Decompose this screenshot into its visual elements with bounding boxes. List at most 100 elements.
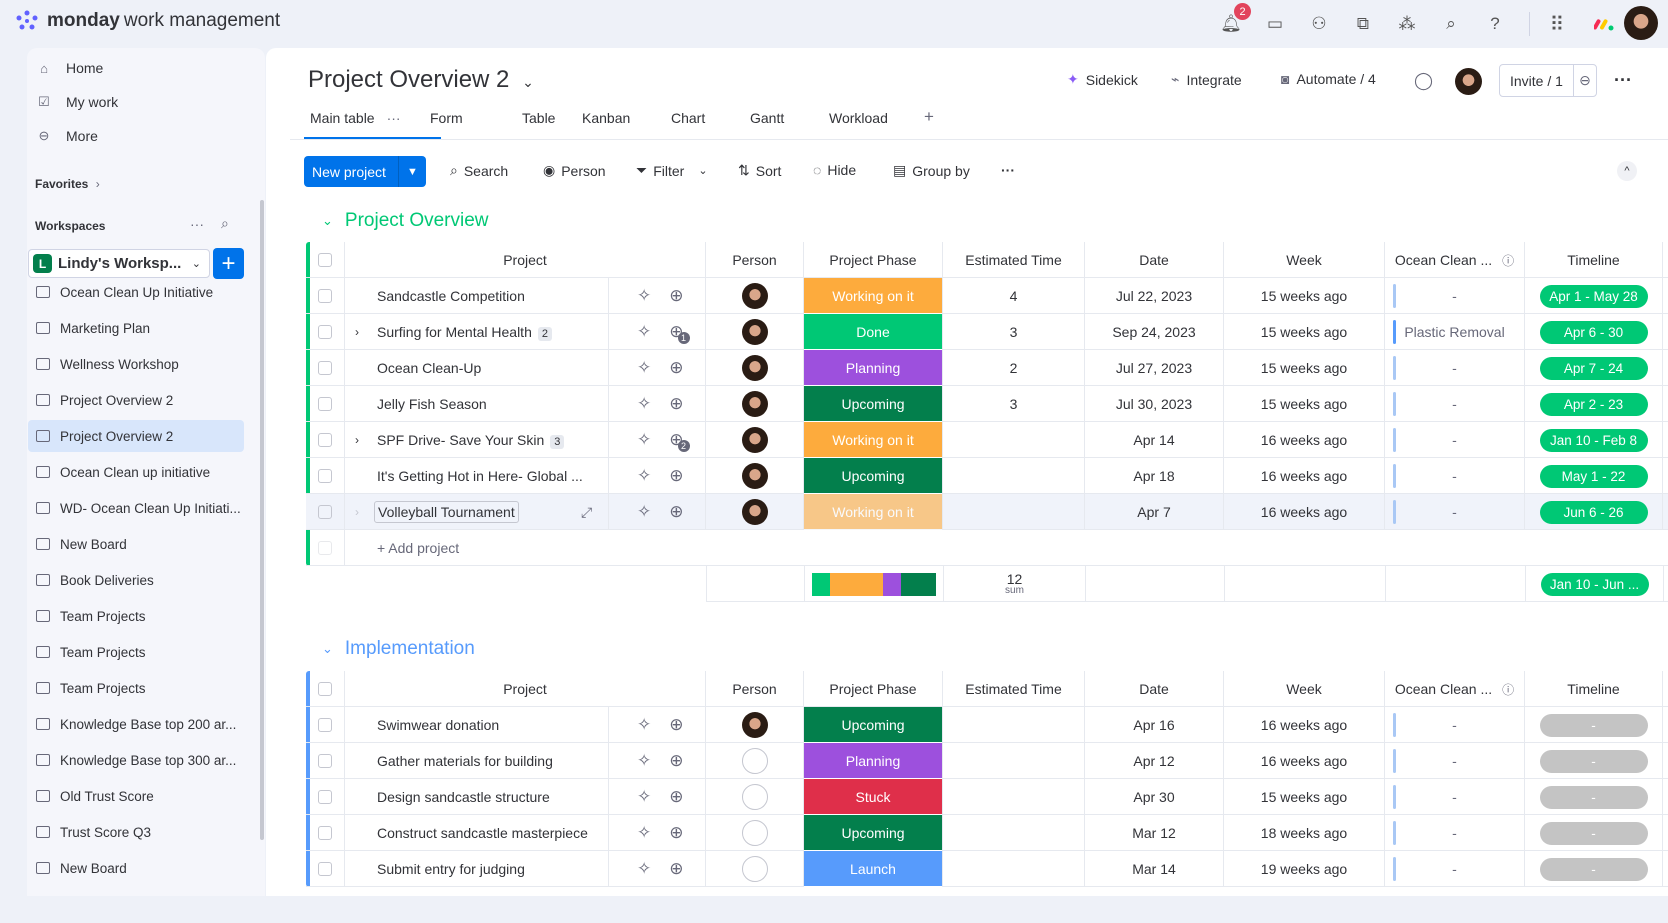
sidebar-board-item[interactable]: Ocean Clean up initiative — [28, 456, 244, 488]
chevron-down-icon[interactable]: ⌄ — [522, 74, 534, 90]
row-checkbox[interactable] — [318, 754, 332, 768]
sidebar-board-item[interactable]: Team Projects — [28, 636, 244, 668]
date-cell[interactable]: Mar 12 — [1085, 815, 1224, 851]
column-header[interactable]: Ocean Clean ... ⓘ — [1385, 671, 1525, 707]
status-cell[interactable]: Upcoming — [804, 458, 943, 494]
ai-sparkle-icon[interactable]: ✧ — [637, 823, 652, 842]
ai-sparkle-icon[interactable]: ✧ — [637, 859, 652, 878]
status-cell[interactable]: Working on it — [804, 278, 943, 314]
timeline-cell[interactable]: Apr 2 - 23 — [1525, 386, 1663, 422]
column-header[interactable]: Project Phase — [804, 671, 943, 707]
nav-home[interactable]: ⌂ Home — [36, 60, 103, 76]
project-cell[interactable]: Ocean Clean-Up ✧ ⊕ — [345, 350, 706, 386]
column-header[interactable]: Date — [1085, 671, 1224, 707]
sidebar-board-item[interactable]: Team Projects — [28, 600, 244, 632]
sidebar-board-item[interactable]: Wellness Workshop — [28, 348, 244, 380]
table-row[interactable]: Gather materials for building ✧ ⊕ Planning A… — [306, 743, 1668, 779]
person-cell[interactable] — [706, 707, 804, 743]
automate-button[interactable]: ◙ Automate / 4 — [1281, 71, 1376, 87]
sidebar-board-item[interactable]: Knowledge Base top 200 ar... — [28, 708, 244, 740]
ocean-clean-cell[interactable]: - — [1385, 422, 1525, 458]
bell-icon[interactable]: 🔔︎ 2 — [1219, 3, 1251, 36]
person-cell[interactable] — [706, 743, 804, 779]
select-all-checkbox[interactable] — [318, 253, 332, 267]
estimated-time-cell[interactable] — [943, 707, 1085, 743]
timeline-cell[interactable]: - — [1525, 815, 1663, 851]
link-icon[interactable]: ⊖ — [1579, 72, 1591, 88]
ocean-clean-cell[interactable]: - — [1385, 851, 1525, 887]
sidebar-board-item[interactable]: New Board — [28, 852, 244, 884]
timeline-cell[interactable]: Apr 1 - May 28 — [1525, 278, 1663, 314]
sidebar-board-item[interactable]: Project Overview 2 — [28, 420, 244, 452]
table-row[interactable]: › Surfing for Mental Health 2 ✧ ⊕ 1 Done 3 Sep 2… — [306, 314, 1668, 350]
column-header[interactable]: Project — [345, 671, 706, 707]
more-toolbar-icon[interactable]: ··· — [1001, 162, 1015, 178]
ocean-clean-cell[interactable]: - — [1385, 707, 1525, 743]
status-cell[interactable]: Working on it — [804, 422, 943, 458]
ocean-clean-cell[interactable]: - — [1385, 386, 1525, 422]
person-cell[interactable] — [706, 494, 804, 530]
row-checkbox[interactable] — [318, 469, 332, 483]
sidebar-board-item[interactable]: Old Trust Score — [28, 780, 244, 812]
timeline-cell[interactable]: May 1 - 22 — [1525, 458, 1663, 494]
status-cell[interactable]: Stuck — [804, 779, 943, 815]
table-row[interactable]: Sandcastle Competition ✧ ⊕ Working on it 4 Ju… — [306, 278, 1668, 314]
row-checkbox[interactable] — [318, 862, 332, 876]
row-checkbox[interactable] — [318, 397, 332, 411]
add-update-icon[interactable]: ⊕ — [669, 394, 684, 413]
ai-sparkle-icon[interactable]: ✧ — [637, 394, 652, 413]
person-cell[interactable] — [706, 386, 804, 422]
date-cell[interactable]: Apr 7 — [1085, 494, 1224, 530]
ai-sparkle-icon[interactable]: ✧ — [637, 430, 652, 449]
timeline-cell[interactable]: - — [1525, 779, 1663, 815]
estimated-time-cell[interactable]: 3 — [943, 386, 1085, 422]
invite-button[interactable]: Invite / 1 ⊖ — [1499, 64, 1597, 97]
date-cell[interactable]: Apr 16 — [1085, 707, 1224, 743]
date-cell[interactable]: Jul 30, 2023 — [1085, 386, 1224, 422]
column-header[interactable]: Timeline — [1525, 671, 1663, 707]
sidebar-board-item[interactable]: Marketing Plan — [28, 312, 244, 344]
project-name[interactable]: Submit entry for judging — [377, 861, 525, 877]
table-row[interactable]: Ocean Clean-Up ✧ ⊕ Planning 2 Jul 27, 2023 15 … — [306, 350, 1668, 386]
column-header[interactable]: Estimated Time — [943, 242, 1085, 278]
status-cell[interactable]: Upcoming — [804, 815, 943, 851]
table-row[interactable]: Design sandcastle structure ✧ ⊕ Stuck Apr 30… — [306, 779, 1668, 815]
group-by-button[interactable]: ▤ Group by — [893, 162, 970, 179]
date-cell[interactable]: Jul 22, 2023 — [1085, 278, 1224, 314]
ocean-clean-cell[interactable]: - — [1385, 779, 1525, 815]
status-cell[interactable]: Upcoming — [804, 707, 943, 743]
status-cell[interactable]: Launch — [804, 851, 943, 887]
add-update-icon[interactable]: ⊕ 2 — [669, 430, 690, 452]
column-header[interactable]: Project Phase — [804, 242, 943, 278]
project-cell[interactable]: Sandcastle Competition ✧ ⊕ — [345, 278, 706, 314]
add-update-icon[interactable]: ⊕ — [669, 502, 684, 521]
ai-sparkle-icon[interactable]: ✧ — [637, 787, 652, 806]
nav-more[interactable]: ⊖ More — [36, 128, 98, 144]
more-options-icon[interactable]: ··· — [1614, 70, 1632, 90]
estimated-time-cell[interactable]: 4 — [943, 278, 1085, 314]
add-update-icon[interactable]: ⊕ — [669, 787, 684, 806]
date-cell[interactable]: Apr 12 — [1085, 743, 1224, 779]
integrate-button[interactable]: ⌁ Integrate — [1171, 71, 1242, 88]
project-cell[interactable]: Design sandcastle structure ✧ ⊕ — [345, 779, 706, 815]
person-cell[interactable] — [706, 815, 804, 851]
estimated-time-cell[interactable] — [943, 494, 1085, 530]
sidebar-board-item[interactable]: Ocean Clean Up Initiative — [28, 276, 244, 308]
sidekick-button[interactable]: ✦ Sidekick — [1067, 71, 1138, 88]
search-icon[interactable]: ⌕ — [1446, 14, 1456, 33]
project-name[interactable]: Swimwear donation — [377, 717, 499, 733]
tab-options-icon[interactable]: ··· — [386, 110, 401, 126]
ai-sparkle-icon[interactable]: ✧ — [637, 286, 652, 305]
row-checkbox[interactable] — [318, 289, 332, 303]
timeline-cell[interactable]: Apr 7 - 24 — [1525, 350, 1663, 386]
column-header[interactable]: Date — [1085, 242, 1224, 278]
project-cell[interactable]: › Volleyball Tournament ⤢ ✧ ⊕ — [345, 494, 706, 530]
ai-sparkle-icon[interactable]: ✧ — [637, 322, 652, 341]
chevron-down-icon[interactable]: ⌄ — [698, 165, 708, 177]
ai-sparkle-icon[interactable]: ✧ — [637, 715, 652, 734]
project-cell[interactable]: Jelly Fish Season ✧ ⊕ — [345, 386, 706, 422]
sidebar-board-item[interactable]: Team Projects — [28, 672, 244, 704]
grid-menu-icon[interactable]: ⠿ — [1549, 13, 1565, 36]
column-header[interactable]: Week — [1224, 242, 1385, 278]
timeline-cell[interactable]: Apr 6 - 30 — [1525, 314, 1663, 350]
